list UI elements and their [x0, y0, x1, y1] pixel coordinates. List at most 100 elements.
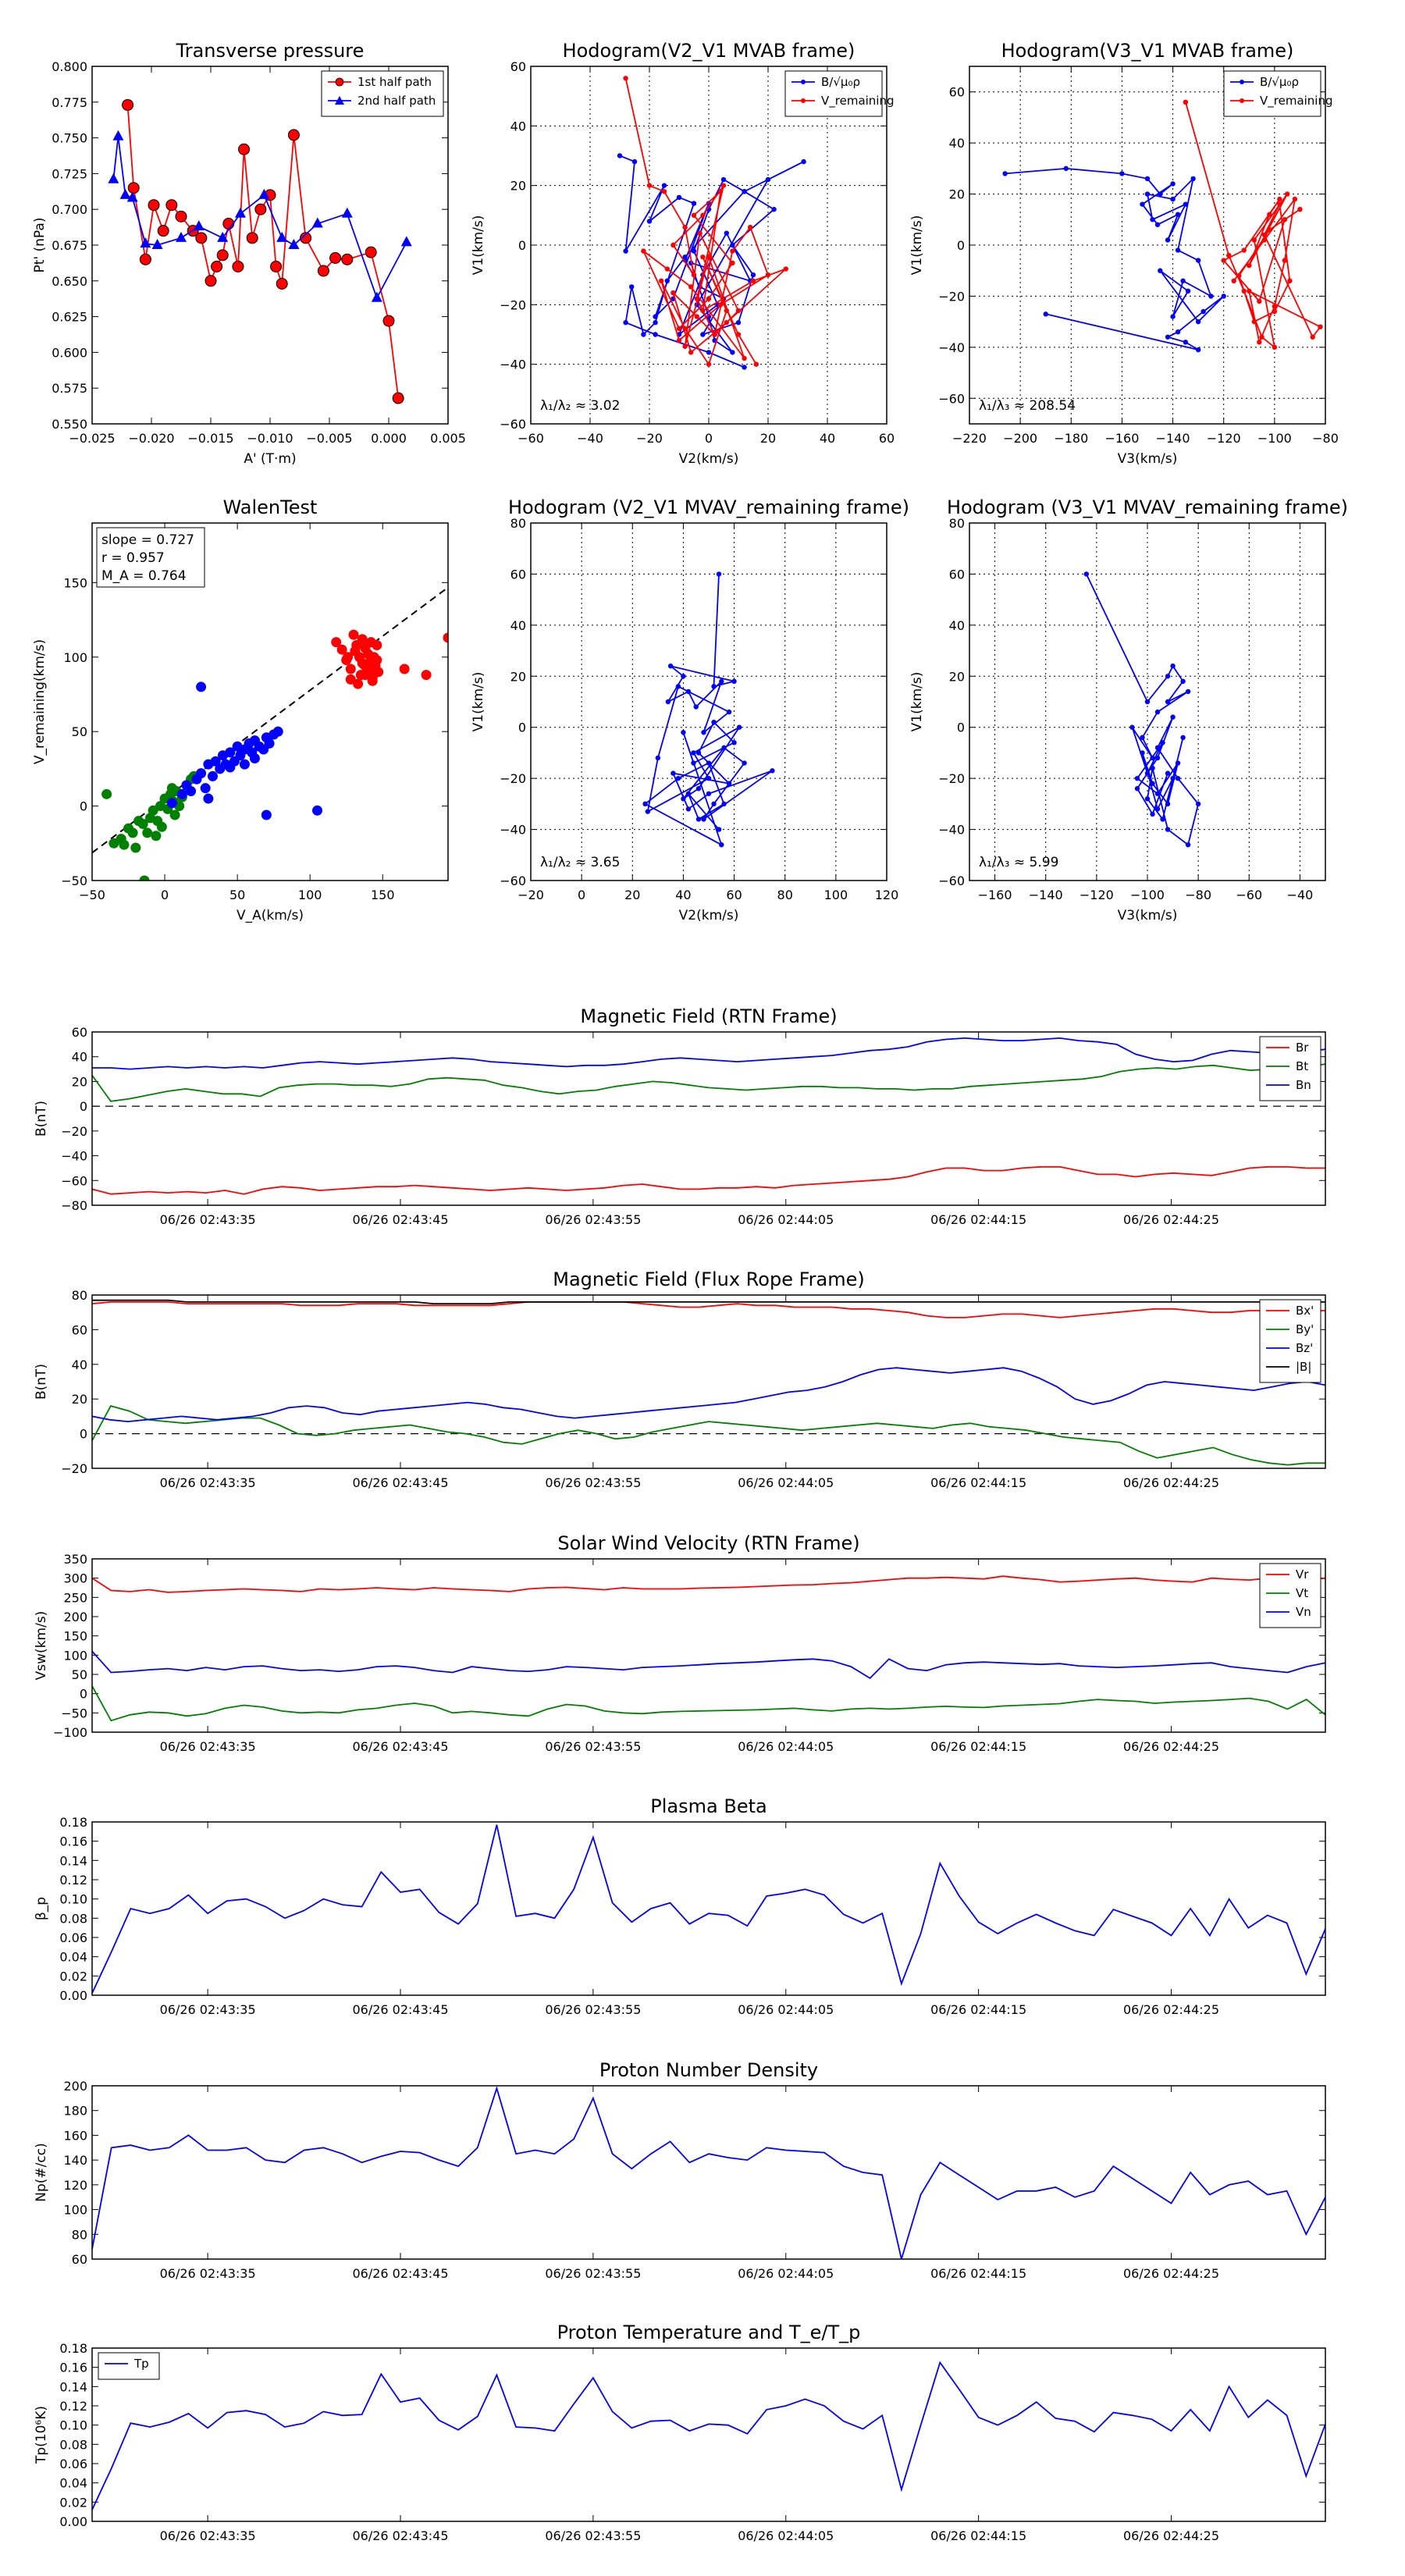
legend-marker [335, 77, 344, 87]
data-point [1160, 817, 1165, 822]
data-point [166, 783, 177, 794]
y-tick-label: −20 [61, 1124, 87, 1139]
data-point [1165, 770, 1171, 776]
data-point [1165, 801, 1171, 807]
y-tick-label: −20 [938, 771, 965, 786]
y-tick-label: 300 [63, 1571, 87, 1586]
data-point [670, 242, 676, 248]
x-tick-label: 06/26 02:43:55 [545, 2002, 641, 2017]
y-tick-label: 0 [80, 1687, 87, 1702]
x-tick-label: 06/26 02:43:35 [160, 1739, 256, 1754]
x-tick-label: 06/26 02:44:05 [738, 2266, 834, 2281]
y-axis-label: V1(km/s) [909, 672, 925, 732]
plot-area [92, 2086, 1325, 2259]
data-point [1158, 268, 1163, 273]
data-point [1284, 191, 1290, 197]
data-point [1236, 273, 1242, 279]
x-tick-label: 06/26 02:44:15 [930, 1475, 1026, 1490]
y-tick-label: 0.14 [59, 2379, 87, 2394]
data-point [1247, 262, 1252, 269]
data-point [343, 652, 354, 663]
data-point [1165, 699, 1171, 705]
data-point [1150, 781, 1155, 786]
y-tick-label: −80 [61, 1198, 87, 1213]
legend-label: Bz' [1296, 1341, 1313, 1355]
y-tick-label: 0.600 [52, 345, 87, 360]
legend-label: V_remaining [1260, 94, 1333, 109]
series-line-bt [92, 1063, 1325, 1102]
data-point [623, 248, 628, 254]
y-axis-label: Np(#/cc) [34, 2143, 49, 2201]
data-point [721, 745, 727, 751]
data-point [119, 839, 130, 850]
data-point [720, 176, 727, 183]
data-point [617, 153, 623, 158]
data-point [443, 632, 448, 643]
data-point [400, 236, 412, 247]
data-point [1318, 324, 1323, 329]
series-line-bx [92, 1301, 1325, 1318]
data-point [720, 183, 727, 188]
data-point [261, 809, 272, 820]
y-tick-label: 50 [72, 724, 87, 739]
data-point [1185, 688, 1191, 695]
data-point [203, 793, 214, 804]
legend-label: 2nd half path [357, 94, 436, 108]
data-point [1287, 278, 1293, 283]
y-tick-label: −50 [61, 1706, 87, 1720]
x-tick-label: 06/26 02:44:25 [1123, 2528, 1219, 2543]
x-tick-label: 06/26 02:43:35 [160, 2266, 256, 2281]
data-point [1261, 237, 1268, 243]
x-axis-label: V3(km/s) [1118, 451, 1178, 467]
data-point [700, 308, 706, 314]
data-point [127, 182, 140, 194]
chart-title: WalenTest [223, 496, 318, 518]
data-point [341, 253, 354, 265]
data-point [367, 675, 378, 686]
legend-label: By' [1296, 1322, 1314, 1336]
panel-h2: Hodogram(V3_V1 MVAB frame)−60−40−2002040… [909, 40, 1339, 467]
axes-frame [91, 2347, 1326, 2522]
ratio-annotation: λ₁/λ₃ ≈ 208.54 [979, 398, 1076, 414]
data-point [731, 678, 737, 685]
data-point [217, 231, 229, 242]
x-tick-label: 150 [371, 888, 395, 902]
data-point [372, 655, 382, 666]
plot-area [1002, 99, 1323, 353]
data-point [691, 201, 697, 206]
data-point [706, 791, 712, 796]
y-tick-label: 0.06 [59, 1930, 87, 1945]
x-tick-label: 06/26 02:43:45 [352, 1739, 448, 1754]
data-point [1144, 176, 1151, 182]
data-point [667, 664, 674, 669]
plot-area [617, 76, 806, 370]
x-tick-label: −100 [1130, 888, 1165, 902]
data-point [664, 278, 670, 283]
data-point [1144, 796, 1151, 802]
x-tick-label: 06/26 02:44:05 [738, 1739, 834, 1754]
data-point [399, 664, 410, 674]
stats-box [96, 527, 205, 588]
data-point [382, 315, 395, 327]
data-point [730, 242, 735, 248]
data-point [655, 755, 661, 761]
axes-frame [530, 66, 887, 425]
data-point [719, 842, 724, 848]
data-point [175, 210, 187, 222]
x-tick-label: 06/26 02:44:15 [930, 2002, 1026, 2017]
x-tick-label: 40 [675, 888, 691, 902]
axes-frame [91, 522, 449, 881]
data-point [311, 805, 322, 816]
data-point [1292, 196, 1298, 202]
data-point [724, 308, 729, 314]
x-tick-label: 06/26 02:43:45 [352, 2266, 448, 2281]
plot-area [92, 1299, 1325, 1466]
data-point [1175, 760, 1181, 766]
data-point [645, 809, 651, 814]
data-point [706, 254, 712, 260]
data-point [193, 220, 205, 231]
data-point [726, 709, 732, 715]
y-tick-label: −40 [61, 1149, 87, 1164]
panel-walen: WalenTest −50 0 50 100 150 −50 0 50 100 150 V_A(km/… [32, 496, 449, 923]
